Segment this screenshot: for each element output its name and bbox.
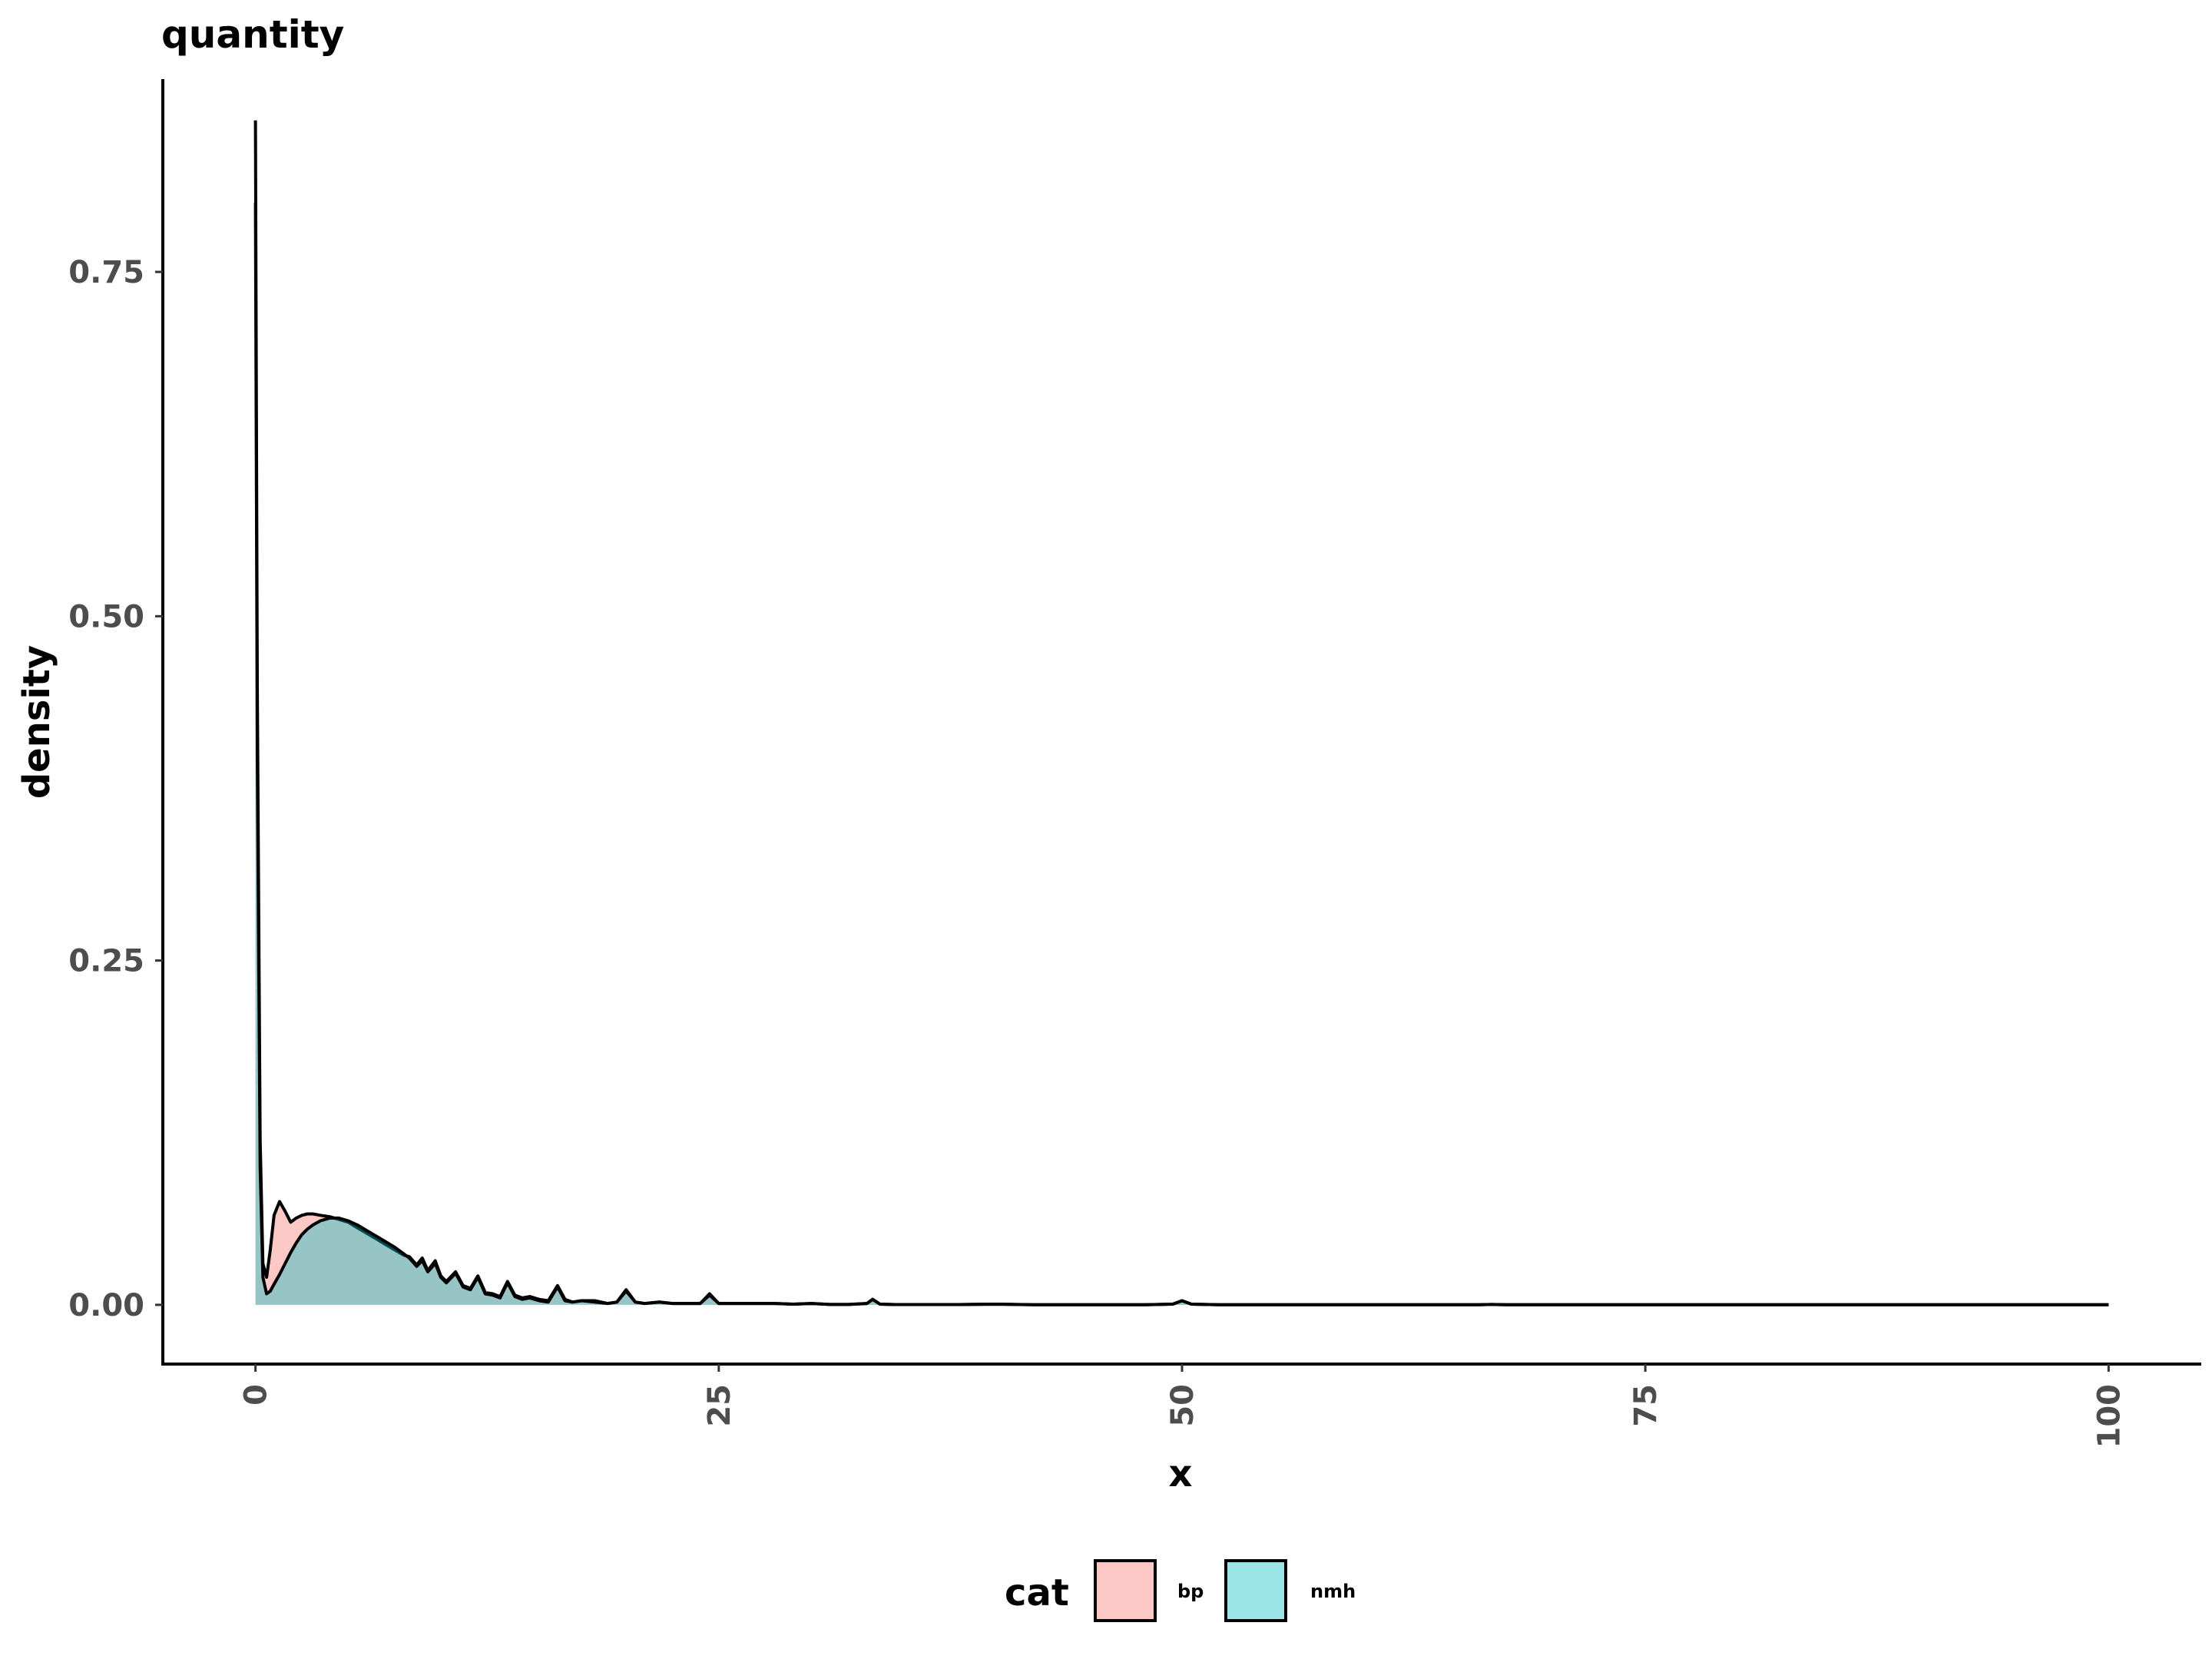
legend-label-bp: bp xyxy=(1177,1581,1204,1602)
legend-item-nmh: nmh xyxy=(1224,1559,1356,1622)
y-axis-title: density xyxy=(15,645,58,799)
plot-area: 0.00 0.25 0.50 0.75 0 25 50 75 100 xyxy=(68,79,2201,1449)
series-layer xyxy=(253,120,2109,1306)
legend-item-bp: bp xyxy=(1094,1559,1204,1622)
density-area-nmh xyxy=(255,203,2109,1305)
y-tick-label: 0.50 xyxy=(68,599,144,634)
density-line-nmh xyxy=(253,203,2109,1306)
x-axis-title: x xyxy=(1169,1452,1193,1495)
x-tick-label: 100 xyxy=(2091,1384,2127,1449)
y-tick-label: 0.25 xyxy=(68,944,144,979)
x-ticks: 0 25 50 75 100 xyxy=(239,1364,2127,1449)
density-area-bp xyxy=(255,120,2109,1305)
y-tick-label: 0.00 xyxy=(68,1288,144,1323)
legend: cat bp nmh xyxy=(1005,1559,1356,1622)
x-tick-label: 75 xyxy=(1628,1384,1664,1427)
x-tick-label: 25 xyxy=(702,1384,737,1427)
chart-title: quantity xyxy=(161,12,344,57)
legend-key-nmh xyxy=(1224,1559,1287,1622)
x-tick-label: 50 xyxy=(1165,1384,1200,1427)
x-tick-label: 0 xyxy=(239,1384,274,1406)
legend-label-nmh: nmh xyxy=(1310,1581,1356,1602)
density-line-bp xyxy=(253,120,2109,1306)
legend-key-bp xyxy=(1094,1559,1157,1622)
y-tick-label: 0.75 xyxy=(68,255,144,290)
legend-title: cat xyxy=(1005,1571,1069,1614)
y-ticks: 0.00 0.25 0.50 0.75 xyxy=(68,255,163,1323)
